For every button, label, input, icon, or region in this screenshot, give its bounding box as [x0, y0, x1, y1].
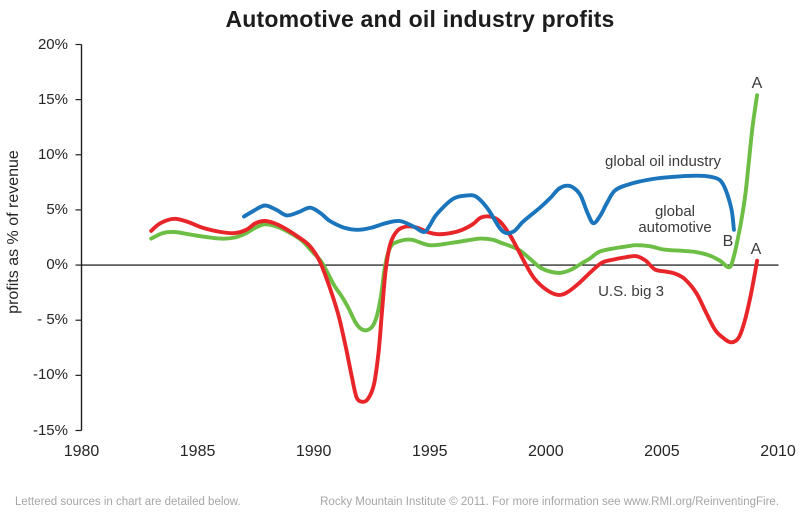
y-tick-label: -15% [32, 421, 68, 439]
x-tick-label: 2010 [760, 443, 796, 460]
y-tick-label: 10% [37, 145, 68, 163]
chart-title: Automotive and oil industry profits [225, 6, 615, 32]
series-group [149, 93, 760, 404]
x-tick-label: 1990 [295, 443, 332, 460]
label-global-automotive-line2: automotive [638, 218, 712, 236]
x-tick-label: 1985 [179, 443, 216, 460]
footnote-credit: Rocky Mountain Institute © 2011. For mor… [320, 496, 779, 508]
x-tick-label: 1995 [411, 443, 448, 460]
series-line-us-big-3 [149, 214, 760, 404]
series-line-global-oil-industry [242, 173, 736, 236]
x-tick-label: 1980 [63, 443, 100, 460]
y-tick-label: -10% [32, 366, 68, 384]
source-marker-b-oil: B [722, 233, 734, 250]
x-tick-label: 2000 [528, 443, 564, 460]
label-global-automotive-line1: global [654, 203, 696, 220]
footnote-sources: Lettered sources in chart are detailed b… [15, 496, 241, 508]
label-us-big-3: U.S. big 3 [598, 283, 664, 300]
y-tick-label: 15% [37, 90, 68, 108]
source-marker-a-automotive: A [751, 75, 763, 92]
y-tick-label: - 5% [37, 311, 68, 329]
x-tick-label: 2005 [644, 443, 680, 460]
y-tick-label: 5% [46, 200, 68, 218]
label-global-oil-industry: global oil industry [605, 153, 721, 170]
y-axis [75, 43, 83, 432]
y-tick-label: 20% [37, 35, 68, 53]
y-tick-label: 0% [46, 256, 68, 274]
label-global-automotive: global automotive [615, 204, 735, 235]
source-marker-a-big3: A [750, 241, 762, 258]
